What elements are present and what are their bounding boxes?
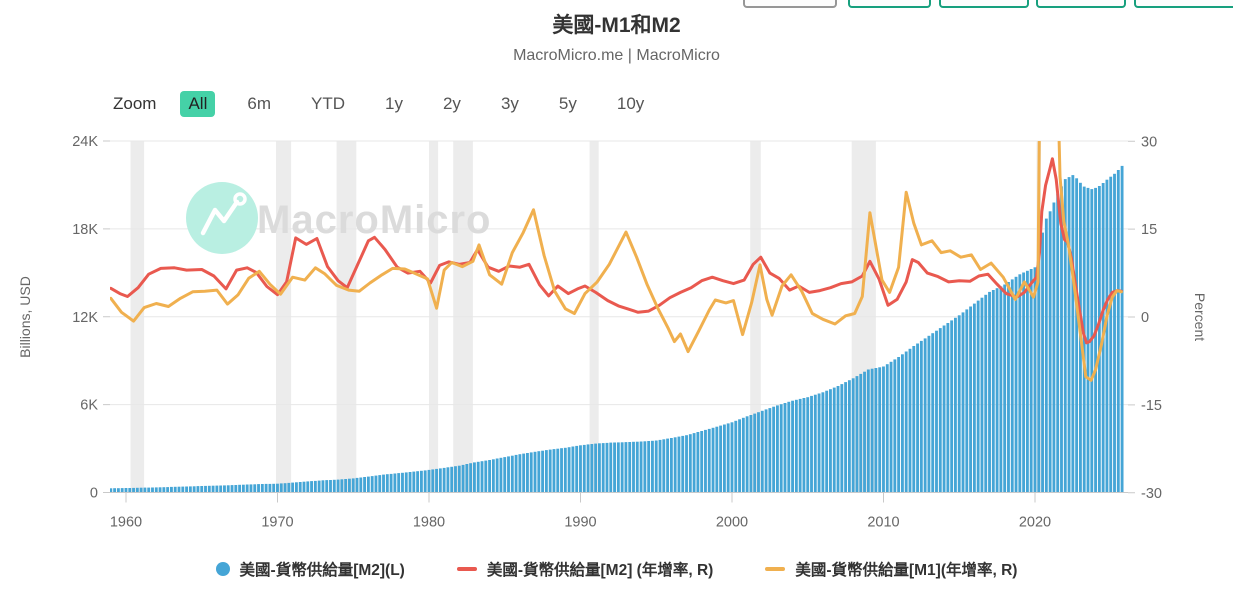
axes <box>103 140 1135 503</box>
legend-marker-m1-yoy-dash <box>765 567 786 571</box>
legend-label-m2-yoy: 美國-貨幣供給量[M2] (年增率, R) <box>486 562 714 579</box>
y-left-tick-labels: 0 6K 12K 18K 24K <box>72 134 98 502</box>
y-left-axis-title: Billions, USD <box>17 276 33 358</box>
legend-item-m1-yoy[interactable]: 美國-貨幣供給量[M1](年增率, R) <box>765 558 1017 580</box>
range-button-3y[interactable]: 3y <box>500 94 519 113</box>
range-button-2y[interactable]: 2y <box>442 94 461 113</box>
partial-top-button-3[interactable] <box>939 0 1029 8</box>
svg-text:2020: 2020 <box>1019 515 1051 531</box>
svg-text:2000: 2000 <box>716 515 748 531</box>
legend: 美國-貨幣供給量[M2](L) 美國-貨幣供給量[M2] (年增率, R) 美國… <box>0 558 1233 580</box>
svg-text:6K: 6K <box>80 398 98 414</box>
y-right-axis-title: Percent <box>1192 293 1208 341</box>
svg-text:15: 15 <box>1141 222 1157 238</box>
range-button-all[interactable]: All <box>180 91 216 117</box>
svg-text:-15: -15 <box>1141 398 1162 414</box>
svg-text:1990: 1990 <box>564 515 596 531</box>
m2-yoy-line[interactable] <box>110 157 1123 345</box>
chart-plot[interactable]: MacroMicro 0 6K 12K 18K 24K -30 -15 0 15 30 1960 197… <box>0 0 1233 550</box>
m2-level-bar-series[interactable] <box>109 165 1124 493</box>
svg-text:0: 0 <box>90 486 98 502</box>
partial-top-button-4[interactable] <box>1036 0 1126 8</box>
legend-marker-m2-level-circle <box>215 562 230 576</box>
range-button-ytd[interactable]: YTD <box>311 94 345 113</box>
range-button-10y[interactable]: 10y <box>616 94 645 113</box>
range-button-6m[interactable]: 6m <box>247 94 271 113</box>
legend-marker-m2-yoy-dash <box>456 567 477 571</box>
legend-label-m1-yoy: 美國-貨幣供給量[M1](年增率, R) <box>795 562 1018 579</box>
svg-text:12K: 12K <box>72 310 98 326</box>
svg-text:1970: 1970 <box>261 515 293 531</box>
page-title: 美國-M1和M2 <box>552 14 681 37</box>
legend-item-m2-level[interactable]: 美國-貨幣供給量[M2](L) <box>215 558 405 580</box>
svg-text:2010: 2010 <box>867 515 899 531</box>
m1-yoy-line[interactable] <box>110 0 1123 382</box>
svg-text:30: 30 <box>1141 134 1157 150</box>
svg-text:1980: 1980 <box>413 515 445 531</box>
watermark-text: MacroMicro <box>257 198 492 242</box>
svg-text:24K: 24K <box>72 134 98 150</box>
range-button-5y[interactable]: 5y <box>558 94 577 113</box>
range-button-1y[interactable]: 1y <box>385 94 403 113</box>
page-subtitle: MacroMicro.me | MacroMicro <box>513 47 720 64</box>
svg-text:-30: -30 <box>1141 486 1162 502</box>
svg-text:0: 0 <box>1141 310 1149 326</box>
y-right-tick-labels: -30 -15 0 15 30 <box>1141 134 1162 502</box>
partial-top-button-2[interactable] <box>848 0 931 8</box>
partial-top-button-5[interactable] <box>1134 0 1233 8</box>
legend-label-m2-level: 美國-貨幣供給量[M2](L) <box>239 562 405 579</box>
x-axis-tick-labels: 1960 1970 1980 1990 2000 2010 2020 <box>110 515 1051 531</box>
zoom-toolbar-label: Zoom <box>113 94 157 113</box>
legend-item-m2-yoy[interactable]: 美國-貨幣供給量[M2] (年增率, R) <box>456 558 714 580</box>
svg-text:18K: 18K <box>72 222 98 238</box>
watermark: MacroMicro <box>186 182 492 254</box>
partial-top-button-1[interactable] <box>743 0 837 8</box>
zoom-toolbar: Zoom All 6m YTD 1y 2y 3y 5y 10y <box>113 91 652 117</box>
svg-text:1960: 1960 <box>110 515 142 531</box>
